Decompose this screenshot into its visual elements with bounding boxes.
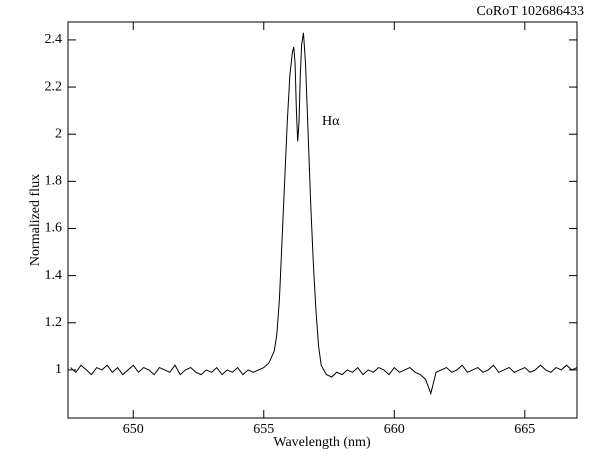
annotation: Hα (322, 114, 340, 129)
y-tick-label: 1 (55, 362, 62, 377)
x-tick-label: 650 (123, 422, 144, 437)
y-tick-label: 2.2 (45, 79, 63, 94)
spectrum-line (70, 32, 578, 396)
plot-frame (67, 21, 578, 419)
x-axis-label: Wavelength (nm) (273, 435, 371, 450)
y-tick-label: 2 (55, 126, 62, 141)
y-tick-label: 1.2 (45, 315, 63, 330)
x-tick-label: 655 (253, 422, 274, 437)
x-tick-label: 665 (514, 422, 535, 437)
y-tick-label: 2.4 (45, 32, 63, 47)
y-tick-label: 1.4 (45, 268, 63, 283)
y-tick-label: 1.6 (45, 221, 63, 236)
chart-title: CoRoT 102686433 (477, 4, 584, 19)
x-tick-label: 660 (384, 422, 405, 437)
y-axis-label: Normalized flux (28, 174, 43, 266)
y-tick-label: 1.8 (45, 174, 63, 189)
